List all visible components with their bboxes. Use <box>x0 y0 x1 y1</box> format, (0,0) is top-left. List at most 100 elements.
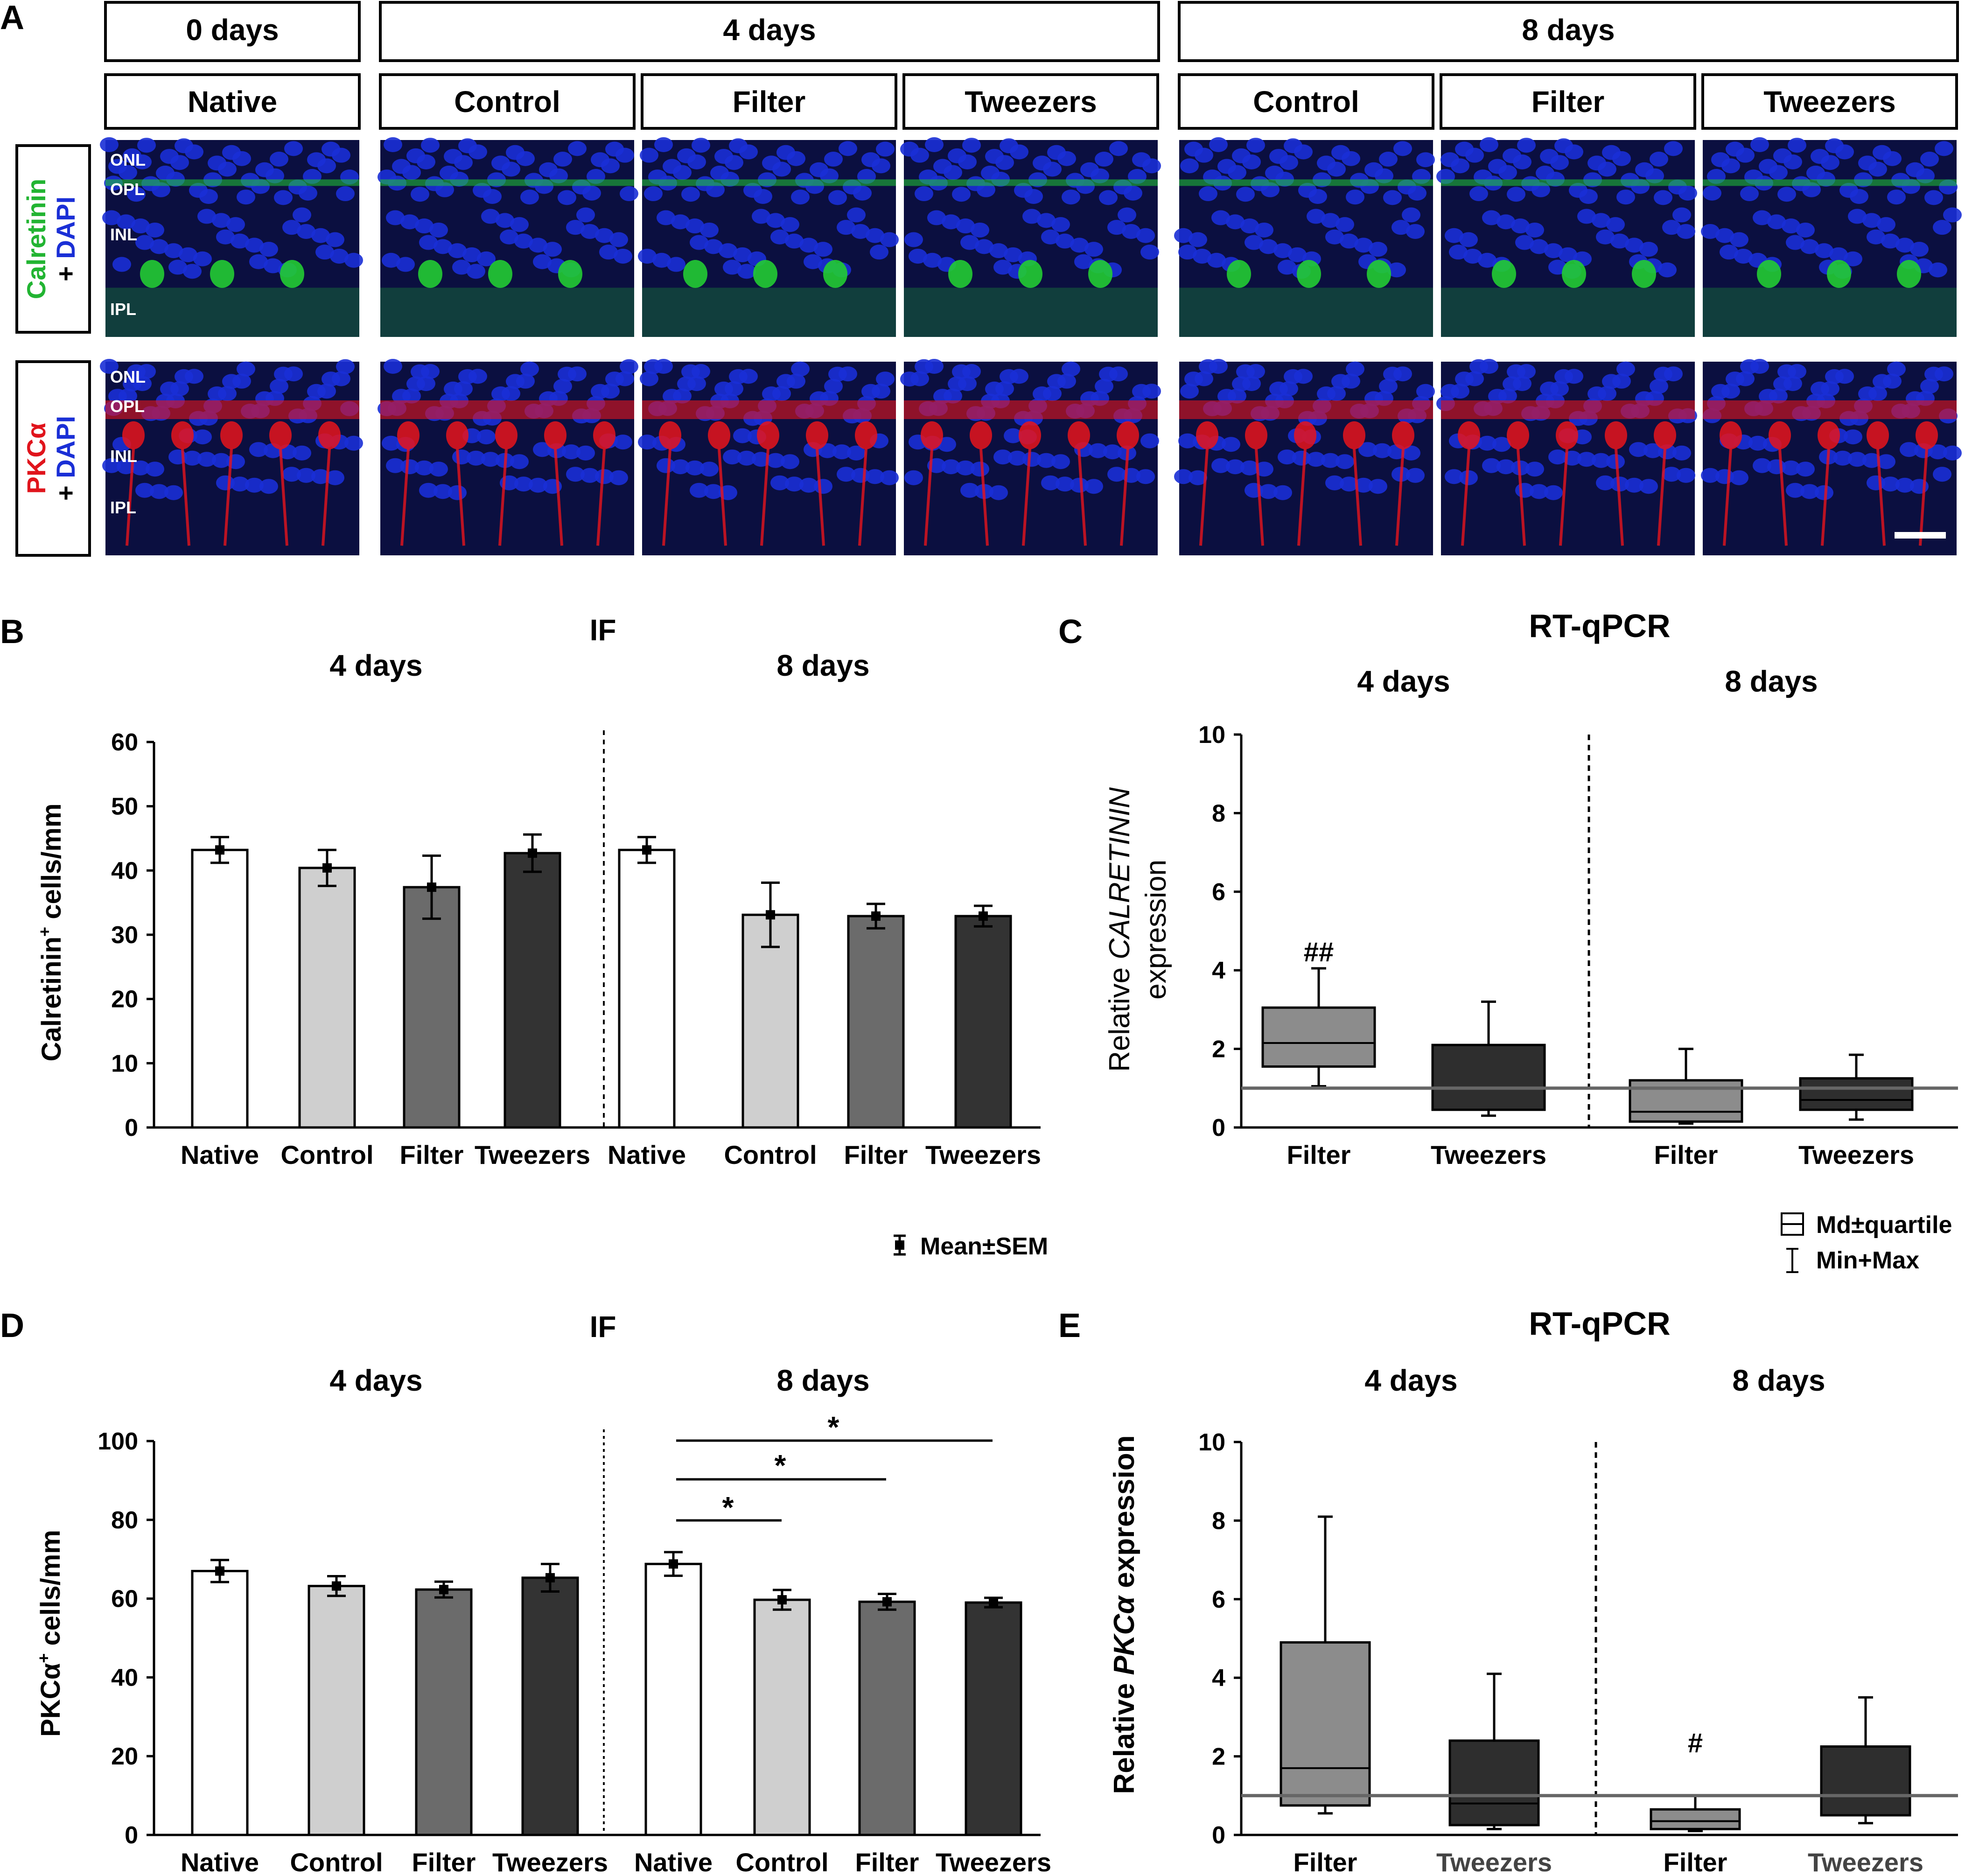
nucleus <box>704 239 723 254</box>
nucleus <box>1004 428 1022 443</box>
nucleus <box>993 449 1012 465</box>
bar <box>521 1576 579 1836</box>
nucleus <box>605 371 624 387</box>
panel-b-group-title-8: 8 days <box>776 649 869 682</box>
stained-cell <box>1562 259 1586 288</box>
nucleus <box>1786 235 1804 250</box>
nucleus <box>1379 378 1398 394</box>
stained-cell <box>1297 259 1321 288</box>
nucleus <box>1773 376 1792 392</box>
nucleus <box>462 247 481 262</box>
nucleus <box>1920 378 1939 394</box>
nucleus <box>640 371 658 386</box>
y-tick-label: 40 <box>111 1664 138 1691</box>
nucleus <box>1625 238 1643 253</box>
nucleus <box>473 182 491 198</box>
panel-a-micrographs: 0 days 4 days 8 days Native Control Filter… <box>15 1 1962 557</box>
nucleus <box>1602 145 1621 160</box>
x-category-label: Filter <box>1664 1848 1727 1876</box>
stained-cell <box>1916 421 1938 449</box>
y-tick-label: 8 <box>1212 800 1225 827</box>
mean-marker <box>669 1559 678 1569</box>
stained-process <box>1395 448 1405 546</box>
nucleus <box>595 228 614 243</box>
nucleus <box>1592 213 1610 228</box>
nucleus <box>311 469 330 484</box>
stained-cell <box>1343 421 1365 449</box>
nucleus <box>386 210 405 225</box>
nucleus <box>1000 369 1018 384</box>
nucleus <box>1650 152 1668 167</box>
nucleus <box>1255 222 1273 238</box>
stained-process <box>1199 448 1209 546</box>
stained-process <box>1559 448 1568 546</box>
mean-sem-legend-label: Mean±SEM <box>920 1233 1048 1260</box>
condition-header-box <box>379 73 636 130</box>
nucleus <box>1364 162 1383 177</box>
nucleus <box>558 366 576 382</box>
box <box>1448 1739 1540 1827</box>
bar <box>847 915 905 1129</box>
stain-band <box>642 179 896 186</box>
nucleus <box>1056 233 1074 249</box>
nucleus <box>1844 251 1862 266</box>
condition-header-tweezers: Tweezers <box>1763 85 1895 119</box>
nucleus <box>434 484 452 499</box>
nucleus <box>127 187 146 202</box>
significance-star: * <box>722 1491 734 1524</box>
nucleus <box>108 159 127 174</box>
stain-band <box>105 179 359 186</box>
nucleus <box>1336 454 1354 469</box>
nucleus <box>1530 239 1548 254</box>
nucleus <box>1140 245 1159 260</box>
nucleus <box>514 233 533 249</box>
nucleus <box>123 148 141 163</box>
nucleus <box>971 222 989 238</box>
stained-cell <box>1492 259 1516 288</box>
nucleus <box>411 364 429 379</box>
nucleus <box>640 147 658 163</box>
nucleus <box>212 213 231 228</box>
nucleus <box>1482 210 1501 225</box>
nucleus <box>1806 165 1825 181</box>
stained-cell <box>1507 421 1529 449</box>
nucleus <box>1008 450 1027 466</box>
nucleus <box>1492 437 1511 452</box>
stained-process <box>322 448 331 546</box>
x-category-label: Native <box>181 1848 259 1876</box>
stain-band <box>380 179 634 186</box>
nucleus <box>1924 190 1943 205</box>
nucleus <box>282 467 301 482</box>
stained-process <box>1919 448 1928 546</box>
nucleus <box>1873 374 1891 389</box>
nucleus <box>384 359 402 374</box>
nucleus <box>1022 452 1041 467</box>
nucleus <box>1730 232 1748 247</box>
nucleus <box>667 257 685 272</box>
significance-annotation: ## <box>1304 937 1334 967</box>
box <box>1799 1077 1914 1111</box>
nucleus <box>861 384 880 399</box>
nucleus <box>1099 366 1118 382</box>
nucleus <box>832 444 851 460</box>
nucleus <box>1246 138 1265 153</box>
condition-header-filter: Filter <box>1531 85 1604 119</box>
x-category-label: Native <box>634 1848 713 1876</box>
nucleus <box>566 467 585 482</box>
nucleus <box>1782 460 1800 476</box>
bar <box>503 852 561 1129</box>
x-category-label: Filter <box>1287 1140 1351 1169</box>
nucleus <box>690 483 708 498</box>
nucleus <box>562 444 580 460</box>
mean-marker <box>322 863 332 873</box>
nucleus <box>1047 145 1066 160</box>
x-category-label: Native <box>181 1140 259 1169</box>
nucleus <box>419 483 438 498</box>
nucleus <box>1331 374 1350 389</box>
nucleus <box>866 469 884 484</box>
nucleus <box>1511 218 1530 234</box>
stained-process <box>400 448 410 546</box>
nucleus <box>1740 359 1759 374</box>
nucleus <box>1340 233 1358 249</box>
nucleus <box>1307 452 1325 467</box>
